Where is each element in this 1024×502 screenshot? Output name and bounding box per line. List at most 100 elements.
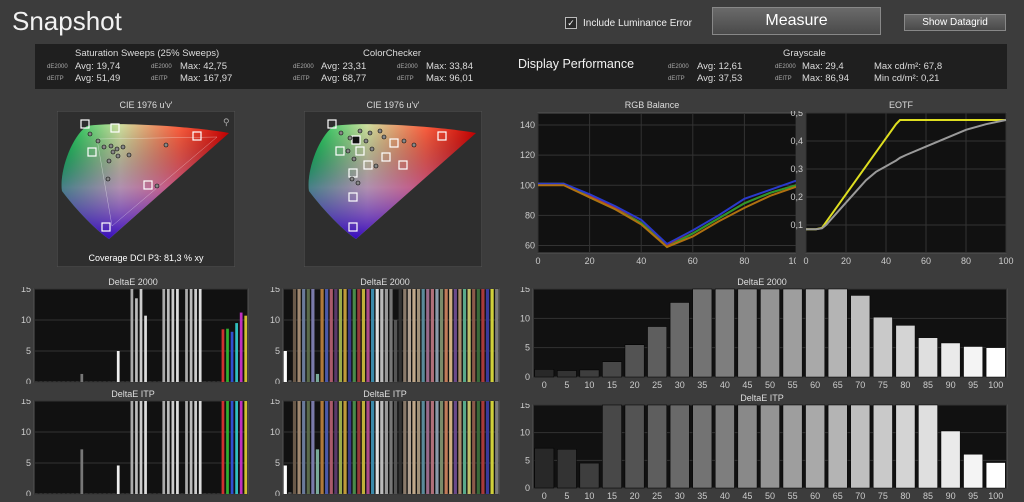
bar-8 [71, 381, 75, 382]
bar-12 [805, 288, 825, 378]
bar-4 [302, 401, 306, 494]
checkbox-check-icon[interactable]: ✓ [565, 17, 577, 29]
bar-42 [476, 401, 480, 494]
cie-diagram-2[interactable] [304, 111, 482, 267]
bar-16 [107, 381, 111, 382]
show-datagrid-button[interactable]: Show Datagrid [904, 14, 1006, 31]
bar-30 [171, 401, 175, 494]
x-tick-label: 35 [697, 491, 707, 501]
bar-22 [135, 401, 138, 494]
cie-diagram-1[interactable]: ⚲ [57, 111, 235, 267]
bar-6 [311, 289, 315, 382]
y-tick-label: 15 [520, 403, 530, 410]
bar-22 [384, 289, 389, 382]
colorchecker-max-de: Max: 33,84 [426, 61, 473, 72]
bar-10 [80, 373, 84, 382]
itp-saturation-chart[interactable]: 0 5 10 15 [18, 399, 250, 496]
grayscale-de2000-label: dE2000 [668, 64, 689, 70]
y-tick-label: 10 [270, 427, 280, 437]
include-luminance-checkbox[interactable]: ✓ Include Luminance Error [565, 17, 692, 29]
x-tick-label: 100 [988, 380, 1003, 390]
grayscale-itp-title: DeltaE ITP [740, 393, 784, 403]
y-tick-label: 10 [21, 427, 31, 437]
grayscale-de2000-chart[interactable]: 0 5 10 15 0 5 10 15 20 25 30 35 40 45 50 55 60 65 70 75 80 85… [515, 287, 1009, 391]
colorchecker-title: ColorChecker [363, 48, 422, 59]
eotf-chart[interactable]: 0,1 0,2 0,3 0,4 0,5 0 20 40 60 80 100 [786, 111, 1016, 269]
bar-36 [449, 401, 453, 494]
y-tick-label: 0,3 [790, 164, 803, 174]
x-tick-label: 80 [900, 380, 910, 390]
y-tick-label: 15 [21, 399, 31, 406]
de2000-saturation-chart[interactable]: 0 5 10 15 [18, 287, 250, 384]
bar-25 [398, 289, 402, 382]
x-tick-label: 5 [564, 491, 569, 501]
bar-31 [176, 401, 179, 494]
y-tick-label: 15 [21, 287, 31, 294]
bar-9 [325, 401, 329, 494]
colorchecker-de2000-label: dE2000 [293, 64, 314, 70]
bar-18 [940, 342, 961, 378]
bar-38 [207, 381, 211, 382]
bar-18 [366, 401, 370, 494]
itp-colorchecker-chart[interactable]: 0 5 10 15 [265, 399, 501, 496]
bar-4 [53, 493, 56, 494]
y-tick-label: 5 [275, 458, 280, 468]
bar-35 [194, 401, 198, 494]
bar-6 [62, 493, 65, 494]
bar-9 [325, 289, 329, 382]
bar-1 [39, 381, 43, 382]
bar-19 [371, 401, 375, 494]
bar-28 [162, 401, 166, 494]
bar-2 [44, 381, 47, 382]
x-tick-label: 20 [630, 380, 640, 390]
x-tick-label: 40 [720, 380, 730, 390]
x-tick-label: 5 [564, 380, 569, 390]
series-line-3 [538, 184, 796, 249]
grayscale-itp-chart[interactable]: 0 5 10 15 0 5 10 15 20 25 30 35 40 45 50 55 60 65 70 75 80 85… [515, 403, 1009, 502]
x-tick-label: 0 [542, 380, 547, 390]
bar-16 [895, 325, 916, 378]
x-tick-label: 90 [946, 380, 956, 390]
de2000-chart-1-title: DeltaE 2000 [108, 277, 158, 287]
bar-34 [439, 401, 444, 494]
bar-37 [453, 289, 457, 382]
bar-13 [343, 289, 347, 382]
saturation-max-itp: Max: 167,97 [180, 73, 233, 84]
bar-32 [180, 381, 184, 382]
bar-20 [125, 381, 129, 382]
measure-button[interactable]: Measure [712, 7, 881, 35]
y-tick-label: 5 [525, 455, 530, 465]
bar-12 [805, 404, 825, 489]
saturation-de2000-label: dE2000 [47, 64, 68, 70]
colorchecker-ditp-label-2: dEITP [397, 76, 414, 82]
bar-19 [121, 381, 125, 382]
saturation-title: Saturation Sweeps (25% Sweeps) [75, 48, 220, 59]
bar-32 [180, 493, 184, 494]
bar-20 [985, 347, 1006, 378]
bar-17 [918, 337, 938, 378]
y-tick-label: 60 [525, 240, 535, 250]
bar-0 [283, 465, 287, 494]
bar-29 [166, 289, 170, 382]
bar-12 [89, 493, 93, 494]
x-tick-label: 85 [923, 491, 933, 501]
y-tick-label: 10 [520, 428, 530, 438]
rgb-balance-chart[interactable]: 60 80 100 120 140 0 20 40 60 80 100 [508, 111, 796, 269]
x-tick-label: 20 [841, 256, 851, 266]
bar-32 [430, 289, 434, 382]
x-tick-label: 30 [675, 380, 685, 390]
bar-9 [75, 381, 79, 382]
bar-22 [384, 401, 389, 494]
x-tick-label: 60 [810, 491, 820, 501]
colorchecker-avg-de: Avg: 23,31 [321, 61, 367, 72]
bar-28 [162, 289, 166, 382]
bar-14 [98, 381, 102, 382]
de2000-colorchecker-chart[interactable]: 0 5 10 15 [265, 287, 501, 384]
bar-16 [107, 493, 111, 494]
bar-40 [217, 381, 220, 382]
bar-6 [669, 404, 690, 489]
grayscale-title: Grayscale [783, 48, 826, 59]
bar-22 [135, 298, 138, 382]
bar-43 [230, 401, 234, 494]
x-tick-label: 75 [878, 491, 888, 501]
